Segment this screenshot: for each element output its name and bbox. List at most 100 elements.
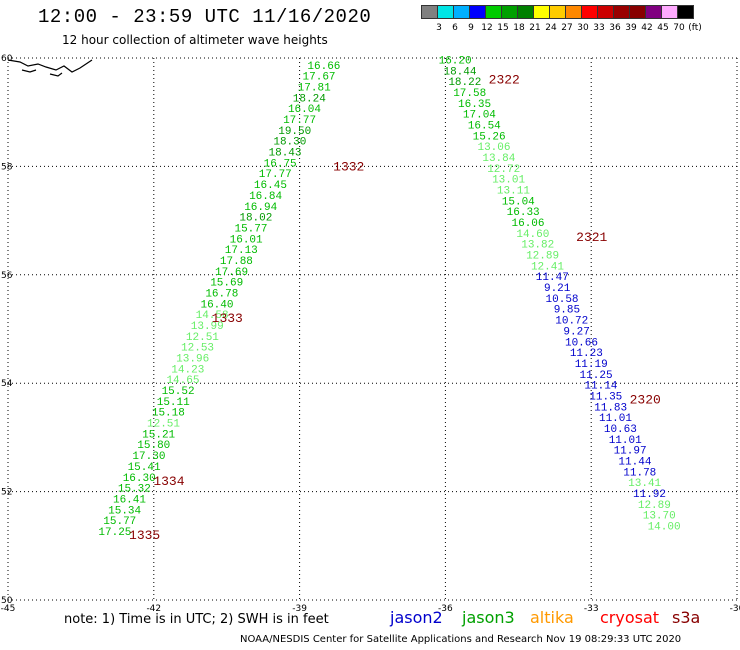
wave-height-value: 16.30 [123,473,156,485]
credit-line: NOAA/NESDIS Center for Satellite Applica… [240,634,682,645]
wave-height-value: 13.11 [497,186,530,198]
wave-height-value: 10.63 [604,424,637,436]
wave-height-value: 17.58 [453,88,486,100]
wave-height-value: 16.20 [439,55,472,67]
legend-label: 33 [593,23,605,33]
wave-height-value: 12.89 [638,500,671,512]
wave-height-value: 16.06 [512,218,545,230]
pass-number-label: 1332 [333,159,364,174]
wave-height-value: 12.51 [186,332,219,344]
wave-height-value: 11.92 [633,489,666,501]
x-tick-label: -33 [584,604,599,614]
legend-label: 3 [436,23,442,33]
y-tick-label: 50 [1,596,13,606]
pass-labels: 1332 1333 1334 1335 2322 2321 2320 [129,73,661,543]
page-title: 12:00 - 23:59 UTC 11/16/2020 [38,6,372,28]
pass-number-label: 1333 [212,311,243,326]
map-grid [7,57,738,601]
pass-number-label: 2320 [630,392,661,407]
wave-height-value: 12.89 [526,251,559,263]
wave-height-value: 17.67 [303,72,336,84]
pass-number-label: 1335 [129,528,160,543]
legend-label: 70 [673,23,685,33]
wave-height-value: 17.77 [259,169,292,181]
wave-height-value: 16.66 [307,61,340,73]
pass-number-label: 1334 [153,474,184,489]
wave-height-value: 15.11 [157,397,190,409]
wave-height-value: 11.83 [594,402,627,414]
color-legend: 3 6 9 12 15 18 21 24 27 30 33 36 39 42 45 70 (ft) [421,5,702,37]
wave-height-value: 15.18 [152,408,185,420]
wave-height-value: 11.97 [614,446,647,458]
wave-height-value: 11.44 [618,457,651,469]
wave-height-value: 17.13 [225,245,258,257]
wave-height-value: 17.77 [283,115,316,127]
wave-height-value: 16.54 [468,120,501,132]
legend-label: 45 [657,23,669,33]
wave-height-value: 13.70 [643,511,676,523]
x-tick-label: -42 [146,604,161,614]
wave-height-value: 11.19 [575,359,608,371]
wave-height-value: 16.40 [200,299,233,311]
wave-height-value: 9.27 [563,326,589,338]
wave-height-value: 18.02 [239,213,272,225]
y-tick-label: 56 [1,271,13,281]
wave-height-points: 16.6617.6717.8118.2416.0417.7719.5018.30… [98,55,680,539]
wave-height-value: 11.25 [580,370,613,382]
pass-number-label: 2322 [489,73,520,88]
wave-height-value: 15.26 [473,131,506,143]
wave-height-value: 17.04 [463,110,496,122]
legend-label: 30 [577,23,589,33]
wave-height-value: 13.84 [482,153,515,165]
wave-height-value: 14.60 [516,229,549,241]
wave-height-value: 11.01 [599,413,632,425]
wave-height-value: 11.14 [584,381,617,393]
wave-height-value: 10.72 [555,316,588,328]
wave-height-value: 17.30 [132,451,165,463]
satellite-name: altika [530,608,574,627]
wave-height-value: 15.52 [162,386,195,398]
legend-label: 18 [513,23,525,33]
x-tick-label: -30 [730,604,740,614]
legend-label: 6 [452,23,458,33]
satellite-name: s3a [672,608,701,627]
x-tick-label: -39 [292,604,307,614]
axis-tick-labels: -45 -42 -39 -36 -33 -30 50 52 54 56 58 60 [1,54,740,614]
x-tick-label: -36 [438,604,453,614]
wave-height-value: 11.47 [536,272,569,284]
wave-height-value: 16.01 [230,234,263,246]
wave-height-value: 12.41 [531,261,564,273]
wave-height-value: 15.32 [118,484,151,496]
wave-height-value: 11.78 [623,467,656,479]
legend-labels: 3 6 9 12 15 18 21 24 27 30 33 36 39 42 45 70 (ft) [421,23,702,37]
wave-height-value: 10.58 [546,294,579,306]
wave-height-value: 13.99 [191,321,224,333]
y-tick-label: 52 [1,488,12,498]
legend-label: 39 [625,23,637,33]
wave-height-value: 11.01 [609,435,642,447]
wave-height-value: 16.41 [113,494,146,506]
wave-height-value: 12.51 [147,419,180,431]
legend-label: 15 [497,23,509,33]
pass-number-label: 2321 [576,230,607,245]
wave-height-value: 17.81 [298,83,331,95]
wave-height-value: 15.41 [128,462,161,474]
legend-label: (ft) [688,23,702,33]
wave-height-value: 18.22 [448,77,481,89]
legend-label: 36 [609,23,621,33]
wave-height-value: 13.96 [176,354,209,366]
legend-label: 12 [481,23,493,33]
wave-height-value: 17.25 [98,527,131,539]
wave-height-value: 9.21 [544,283,571,295]
wave-height-value: 13.41 [628,478,661,490]
wave-height-value: 16.94 [244,202,277,214]
satellite-name: jason3 [462,608,515,627]
wave-height-value: 13.82 [521,240,554,252]
wave-height-value: 15.80 [137,440,170,452]
legend-label: 42 [641,23,653,33]
wave-height-value: 18.44 [443,66,476,78]
wave-height-value: 16.78 [205,288,238,300]
wave-height-value: 16.75 [264,158,297,170]
wave-height-value: 15.04 [502,196,535,208]
y-tick-label: 60 [1,54,13,64]
